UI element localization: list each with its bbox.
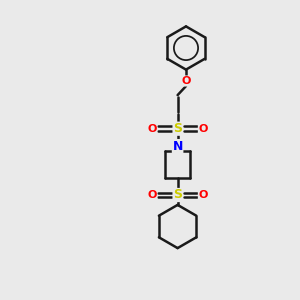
Text: O: O xyxy=(181,76,191,86)
Text: O: O xyxy=(198,124,208,134)
Text: N: N xyxy=(172,140,183,153)
Text: O: O xyxy=(147,124,157,134)
Text: S: S xyxy=(173,122,182,135)
Text: O: O xyxy=(198,190,208,200)
Text: O: O xyxy=(147,190,157,200)
Text: S: S xyxy=(173,188,182,202)
